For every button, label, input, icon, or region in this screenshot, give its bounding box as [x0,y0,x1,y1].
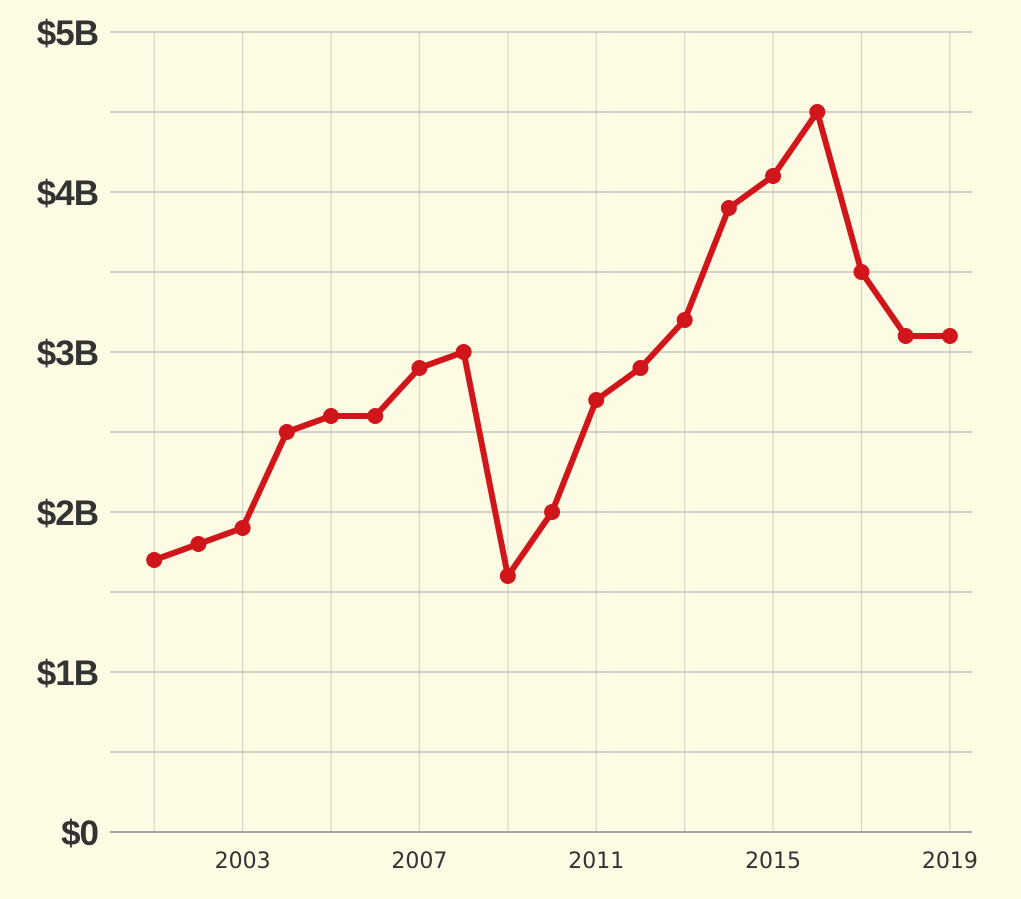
data-point-2013 [676,312,693,328]
data-point-2004 [278,424,295,440]
x-tick-label: 2011 [568,849,624,874]
data-point-2017 [853,264,870,280]
grid-layer [110,31,972,832]
data-point-2011 [588,392,605,408]
data-point-2009 [499,568,516,584]
data-point-2003 [234,520,251,536]
data-point-2015 [765,168,782,184]
data-point-2018 [897,328,914,344]
label-layer: $0 $1B $2B $3B $4B $5B 2003 2007 2011 2015 2019 [37,14,978,874]
data-point-2001 [146,552,163,568]
data-point-2014 [720,200,737,216]
series-layer [146,104,958,584]
y-tick-label: $2B [37,494,98,533]
x-tick-label: 2015 [745,849,801,874]
data-point-2008 [455,344,472,360]
x-tick-label: 2007 [391,849,447,874]
data-point-2005 [323,408,340,424]
y-tick-label: $0 [61,814,98,853]
data-point-2002 [190,536,207,552]
x-tick-label: 2003 [215,849,271,874]
data-point-2010 [544,504,561,520]
data-point-2006 [367,408,384,424]
y-tick-label: $3B [37,334,98,373]
data-point-2012 [632,360,649,376]
x-tick-label: 2019 [922,849,978,874]
data-point-2007 [411,360,428,376]
y-tick-label: $1B [37,654,98,693]
data-point-2016 [809,104,826,120]
y-tick-label: $5B [37,14,98,53]
y-tick-label: $4B [37,174,98,213]
data-point-2019 [941,328,958,344]
